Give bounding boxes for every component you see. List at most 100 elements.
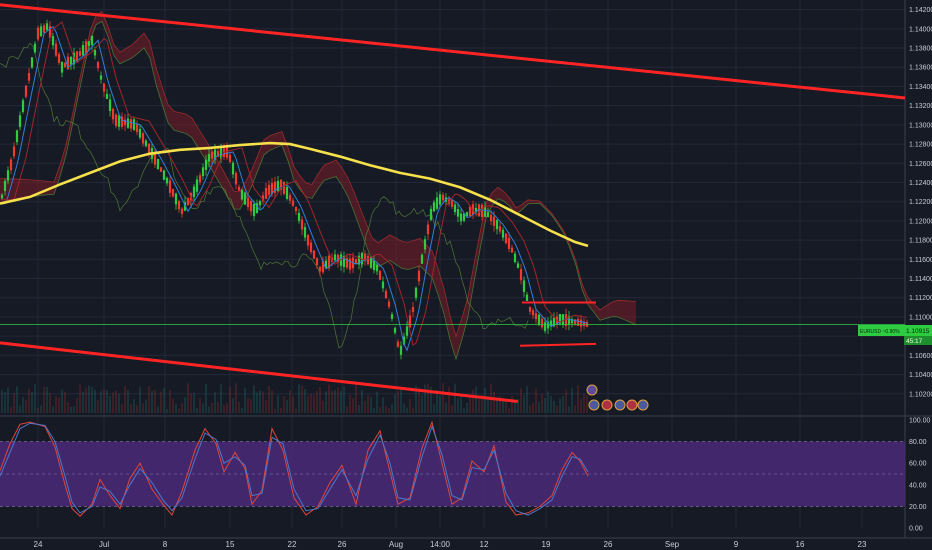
volume-bar [430, 386, 432, 413]
price-tag-box [858, 325, 904, 336]
volume-bar [67, 402, 69, 413]
cloud-segment [360, 207, 366, 245]
cloud-segment [384, 234, 390, 264]
volume-bar [202, 403, 204, 413]
candle-body [342, 255, 346, 267]
candle-body [198, 175, 202, 183]
volume-bar [409, 398, 411, 413]
candle-body [177, 201, 181, 210]
event-marker[interactable] [588, 399, 600, 411]
volume-bar [358, 404, 360, 413]
symbol-label: EURUSD ~0.90% [860, 329, 900, 335]
candle-body [438, 194, 442, 205]
volume-bar [106, 390, 108, 413]
volume-bar [478, 399, 480, 413]
volume-bar [328, 384, 330, 413]
candle-body [540, 318, 544, 328]
volume-bar [19, 405, 21, 413]
candle-body [123, 119, 127, 126]
event-marker[interactable] [614, 399, 626, 411]
cloud-segment [6, 178, 12, 203]
trend-line-upper [0, 3, 906, 100]
candle-body [255, 203, 259, 214]
volume-bar [340, 390, 342, 413]
volume-bar [580, 398, 582, 413]
cloud-segment [78, 59, 84, 98]
volume-bar [508, 408, 510, 413]
time-axis-tick-label: 16 [796, 540, 805, 549]
candle-body [267, 184, 271, 195]
candle-body [48, 25, 52, 38]
cloud-segment [324, 162, 330, 181]
volume-bar [499, 396, 501, 413]
event-marker[interactable] [637, 399, 649, 411]
candle-body [180, 208, 184, 214]
volume-bar [433, 404, 435, 413]
cloud-segment [402, 241, 408, 270]
volume-bar [154, 389, 156, 413]
candle-body [537, 314, 541, 325]
price-axis-tick-label: 1.12600 [909, 161, 932, 168]
candle-body [453, 204, 457, 213]
volume-bar [130, 403, 132, 413]
candle-body [297, 212, 301, 221]
event-marker[interactable] [626, 399, 638, 411]
candle-body [387, 301, 391, 307]
conversion-line [2, 25, 588, 352]
volume-bar [334, 389, 336, 413]
volume-bar [418, 387, 420, 413]
candle-body [18, 115, 22, 128]
volume-bar [562, 396, 564, 413]
price-axis-tick-label: 1.13200 [909, 103, 932, 110]
candle-body [420, 254, 424, 264]
cloud-segment [522, 199, 528, 210]
candle-body [60, 61, 64, 73]
candle-body [315, 258, 319, 266]
volume-bar [169, 389, 171, 413]
event-marker[interactable] [601, 399, 613, 411]
volume-bar [487, 396, 489, 413]
candle-body [129, 119, 133, 129]
volume-bar [145, 399, 147, 413]
candle-body [153, 152, 157, 165]
volume-bar [16, 386, 18, 413]
volume-bar [166, 408, 168, 413]
candle-body [549, 320, 553, 327]
candle-body [243, 192, 247, 205]
time-axis-tick-label: 22 [288, 540, 297, 549]
time-axis-tick-label: 26 [604, 540, 613, 549]
event-marker[interactable] [586, 384, 598, 396]
price-axis-tick-label: 1.11000 [909, 314, 932, 321]
candle-body [480, 204, 484, 218]
cloud-segment [510, 198, 516, 215]
volume-bar [532, 402, 534, 413]
cloud-segment [12, 178, 18, 201]
candle-body [159, 167, 163, 172]
price-axis-tick-label: 1.12000 [909, 218, 932, 225]
cloud-segment [432, 250, 438, 295]
volume-bar [286, 399, 288, 413]
time-axis-tick-label: Jul [99, 540, 109, 549]
candle-body [465, 212, 469, 217]
candle-body [261, 195, 265, 202]
volume-bar [424, 384, 426, 413]
time-axis-tick-label: 9 [734, 540, 739, 549]
volume-bar [454, 383, 456, 413]
volume-bar [475, 386, 477, 413]
volume-bar [391, 404, 393, 413]
event-markers[interactable] [586, 384, 649, 411]
candle-body [75, 51, 79, 62]
candle-body [207, 154, 211, 162]
volume-bar [523, 395, 525, 413]
cloud-segment [456, 317, 462, 360]
volume-bar [127, 390, 129, 413]
volume-bar [376, 391, 378, 413]
volume-bar [394, 394, 396, 413]
time-axis-tick-label: 12 [480, 540, 489, 549]
volume-bar [247, 398, 249, 413]
candle-body [264, 187, 268, 199]
volume-bar [343, 386, 345, 413]
candle-body [102, 83, 106, 92]
volume-bar [493, 391, 495, 413]
candle-body [291, 200, 295, 206]
